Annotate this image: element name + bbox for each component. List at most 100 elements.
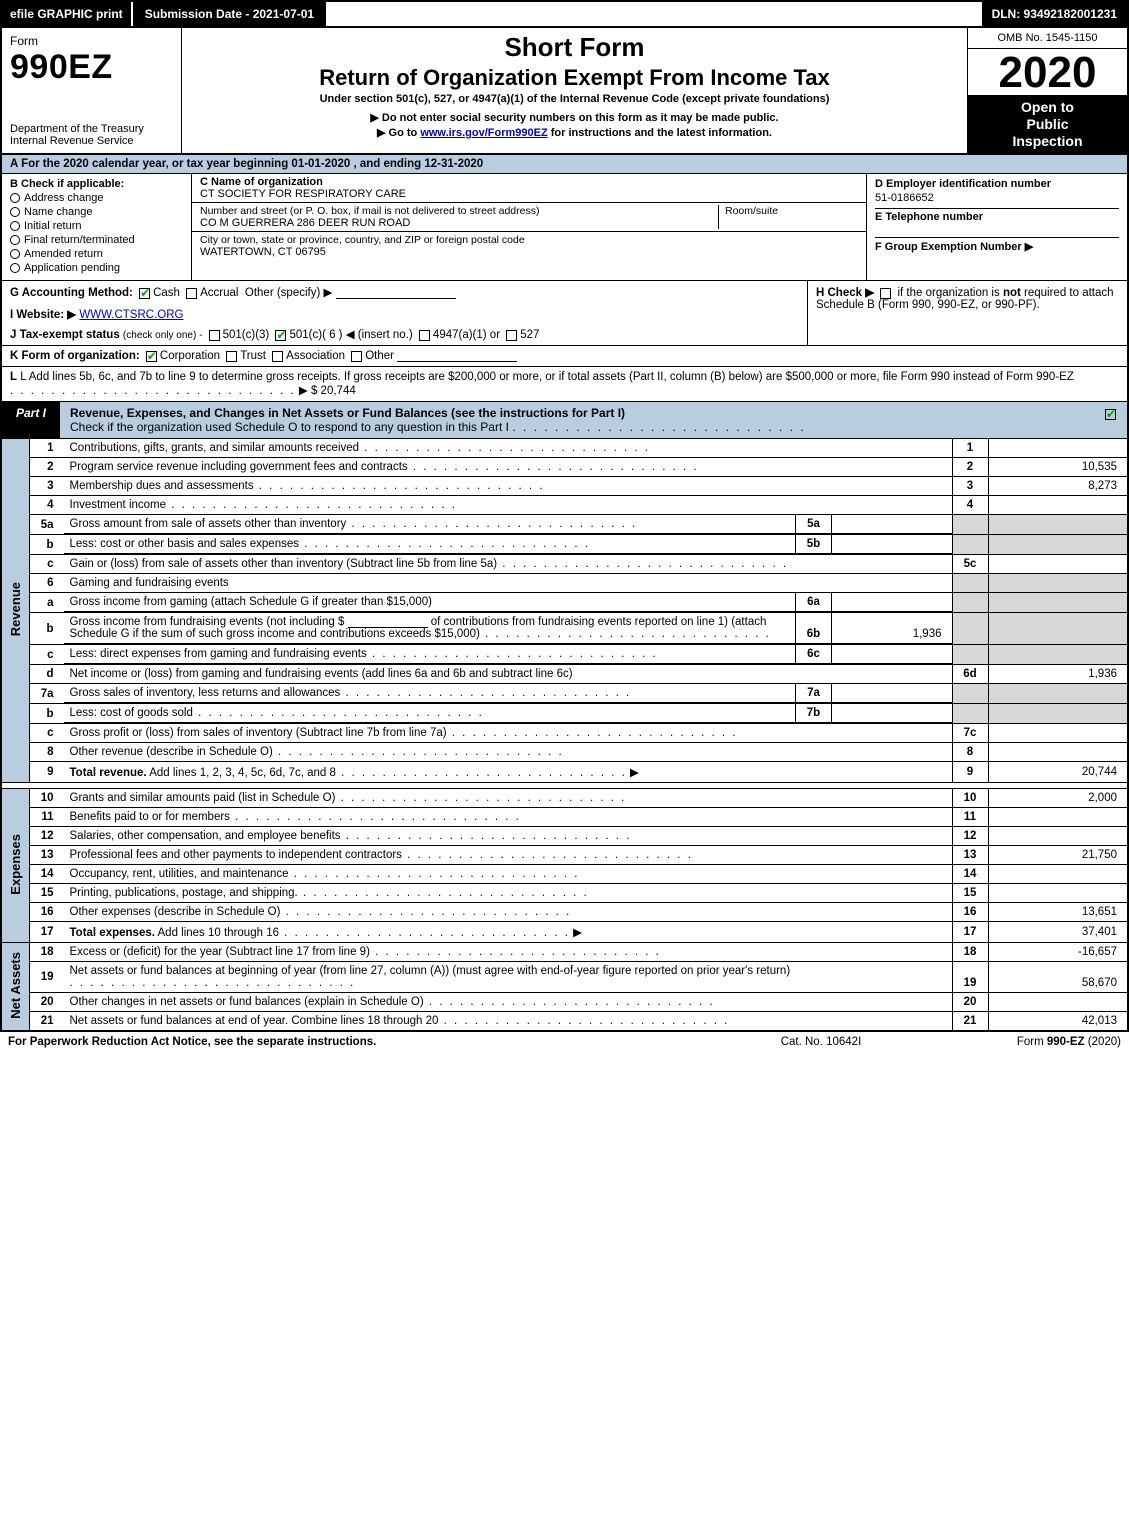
midval-7a — [832, 684, 952, 703]
val-4 — [988, 496, 1128, 515]
box-5c: 5c — [952, 555, 988, 574]
l6b-blank[interactable] — [348, 616, 428, 628]
l17-desc: Add lines 10 through 16 — [158, 927, 279, 939]
box-8: 8 — [952, 743, 988, 762]
chk-4947[interactable] — [419, 330, 430, 341]
k-label: K Form of organization: — [10, 350, 140, 362]
org-address: CO M GUERRERA 286 DEER RUN ROAD — [200, 217, 718, 229]
chk-name-change[interactable]: Name change — [10, 206, 183, 218]
opt-other: Other (specify) ▶ — [245, 287, 332, 299]
form-header: Form 990EZ Department of the Treasury In… — [0, 28, 1129, 155]
box-7c: 7c — [952, 724, 988, 743]
val-3: 8,273 — [988, 477, 1128, 496]
chk-application-pending[interactable]: Application pending — [10, 262, 183, 274]
chk-corp[interactable] — [146, 351, 157, 362]
chk-trust[interactable] — [226, 351, 237, 362]
box-def: D Employer identification number 51-0186… — [867, 174, 1127, 280]
chk-cash[interactable] — [139, 288, 150, 299]
ln-19: 19 — [30, 962, 64, 993]
c-name-label: C Name of organization — [200, 176, 852, 188]
box-4: 4 — [952, 496, 988, 515]
chk-initial-return[interactable]: Initial return — [10, 220, 183, 232]
l7b-desc: Less: cost of goods sold — [70, 707, 193, 719]
h-not: not — [1003, 287, 1021, 299]
l1-desc: Contributions, gifts, grants, and simila… — [70, 442, 360, 454]
chk-other-org[interactable] — [351, 351, 362, 362]
website-link[interactable]: WWW.CTSRC.ORG — [79, 309, 183, 321]
chk-h[interactable] — [880, 288, 891, 299]
chk-schedule-o[interactable] — [1105, 409, 1116, 420]
val-6c-grey — [988, 645, 1128, 665]
box-18: 18 — [952, 943, 988, 962]
ln-2: 2 — [30, 458, 64, 477]
ln-6c: c — [30, 645, 64, 665]
chk-accrual[interactable] — [186, 288, 197, 299]
ln-8: 8 — [30, 743, 64, 762]
val-6d: 1,936 — [988, 665, 1128, 684]
l5b-desc: Less: cost or other basis and sales expe… — [70, 538, 300, 550]
box-20: 20 — [952, 993, 988, 1012]
box-9: 9 — [952, 762, 988, 783]
ln-6d: d — [30, 665, 64, 684]
chk-501c[interactable] — [275, 330, 286, 341]
chk-address-change[interactable]: Address change — [10, 192, 183, 204]
opt-corp: Corporation — [160, 350, 220, 362]
ln-14: 14 — [30, 865, 64, 884]
mid-6a: 6a — [796, 593, 832, 612]
f-group-exempt: F Group Exemption Number ▶ — [875, 237, 1119, 253]
ln-20: 20 — [30, 993, 64, 1012]
ln-15: 15 — [30, 884, 64, 903]
l7c-desc: Gross profit or (loss) from sales of inv… — [70, 727, 447, 739]
chk-amended-return[interactable]: Amended return — [10, 248, 183, 260]
dln: DLN: 93492182001231 — [982, 2, 1127, 26]
box-17: 17 — [952, 922, 988, 943]
part-i-check — [1094, 402, 1127, 438]
chk-501c3[interactable] — [209, 330, 220, 341]
ln-5c: c — [30, 555, 64, 574]
opt-527: 527 — [520, 329, 539, 341]
opt-501c6: 501(c)( 6 ) ◀ (insert no.) — [289, 329, 412, 341]
chk-assoc[interactable] — [272, 351, 283, 362]
l4-desc: Investment income — [70, 499, 167, 511]
l6c-desc: Less: direct expenses from gaming and fu… — [70, 648, 367, 660]
val-6-grey — [988, 574, 1128, 593]
ln-21: 21 — [30, 1012, 64, 1031]
midval-6b: 1,936 — [832, 613, 952, 644]
ln-5a: 5a — [30, 515, 64, 535]
midval-5b — [832, 535, 952, 554]
box-21: 21 — [952, 1012, 988, 1031]
val-6a-grey — [988, 593, 1128, 613]
val-11 — [988, 808, 1128, 827]
l21-desc: Net assets or fund balances at end of ye… — [70, 1015, 439, 1027]
box-7a-grey — [952, 684, 988, 704]
ln-7a: 7a — [30, 684, 64, 704]
box-10: 10 — [952, 789, 988, 808]
opt-amended-return: Amended return — [24, 248, 103, 260]
mid-5a: 5a — [796, 515, 832, 534]
efile-print: efile GRAPHIC print — [2, 2, 131, 26]
chk-final-return[interactable]: Final return/terminated — [10, 234, 183, 246]
section-bcdef: B Check if applicable: Address change Na… — [0, 174, 1129, 281]
open-to-public: Open to Public Inspection — [968, 95, 1127, 153]
box-6-grey — [952, 574, 988, 593]
opt-assoc: Association — [286, 350, 345, 362]
other-org-line[interactable] — [397, 350, 517, 362]
other-specify-line[interactable] — [336, 287, 456, 299]
room-suite: Room/suite — [718, 205, 858, 229]
opt-4947: 4947(a)(1) or — [433, 329, 500, 341]
arrow-line-1: Do not enter social security numbers on … — [192, 111, 957, 124]
irs-link[interactable]: www.irs.gov/Form990EZ — [420, 127, 547, 139]
val-15 — [988, 884, 1128, 903]
box-b-label: B Check if applicable: — [10, 178, 183, 190]
val-7b-grey — [988, 704, 1128, 724]
ln-6b: b — [30, 613, 64, 645]
c-city-label: City or town, state or province, country… — [200, 234, 858, 246]
l6a-desc: Gross income from gaming (attach Schedul… — [70, 596, 432, 608]
part-i-title: Revenue, Expenses, and Changes in Net As… — [60, 402, 1094, 438]
l7a-desc: Gross sales of inventory, less returns a… — [70, 687, 341, 699]
l19-desc: Net assets or fund balances at beginning… — [70, 965, 791, 977]
chk-527[interactable] — [506, 330, 517, 341]
top-bar: efile GRAPHIC print Submission Date - 20… — [0, 0, 1129, 28]
box-1: 1 — [952, 439, 988, 458]
org-name: CT SOCIETY FOR RESPIRATORY CARE — [200, 188, 858, 200]
